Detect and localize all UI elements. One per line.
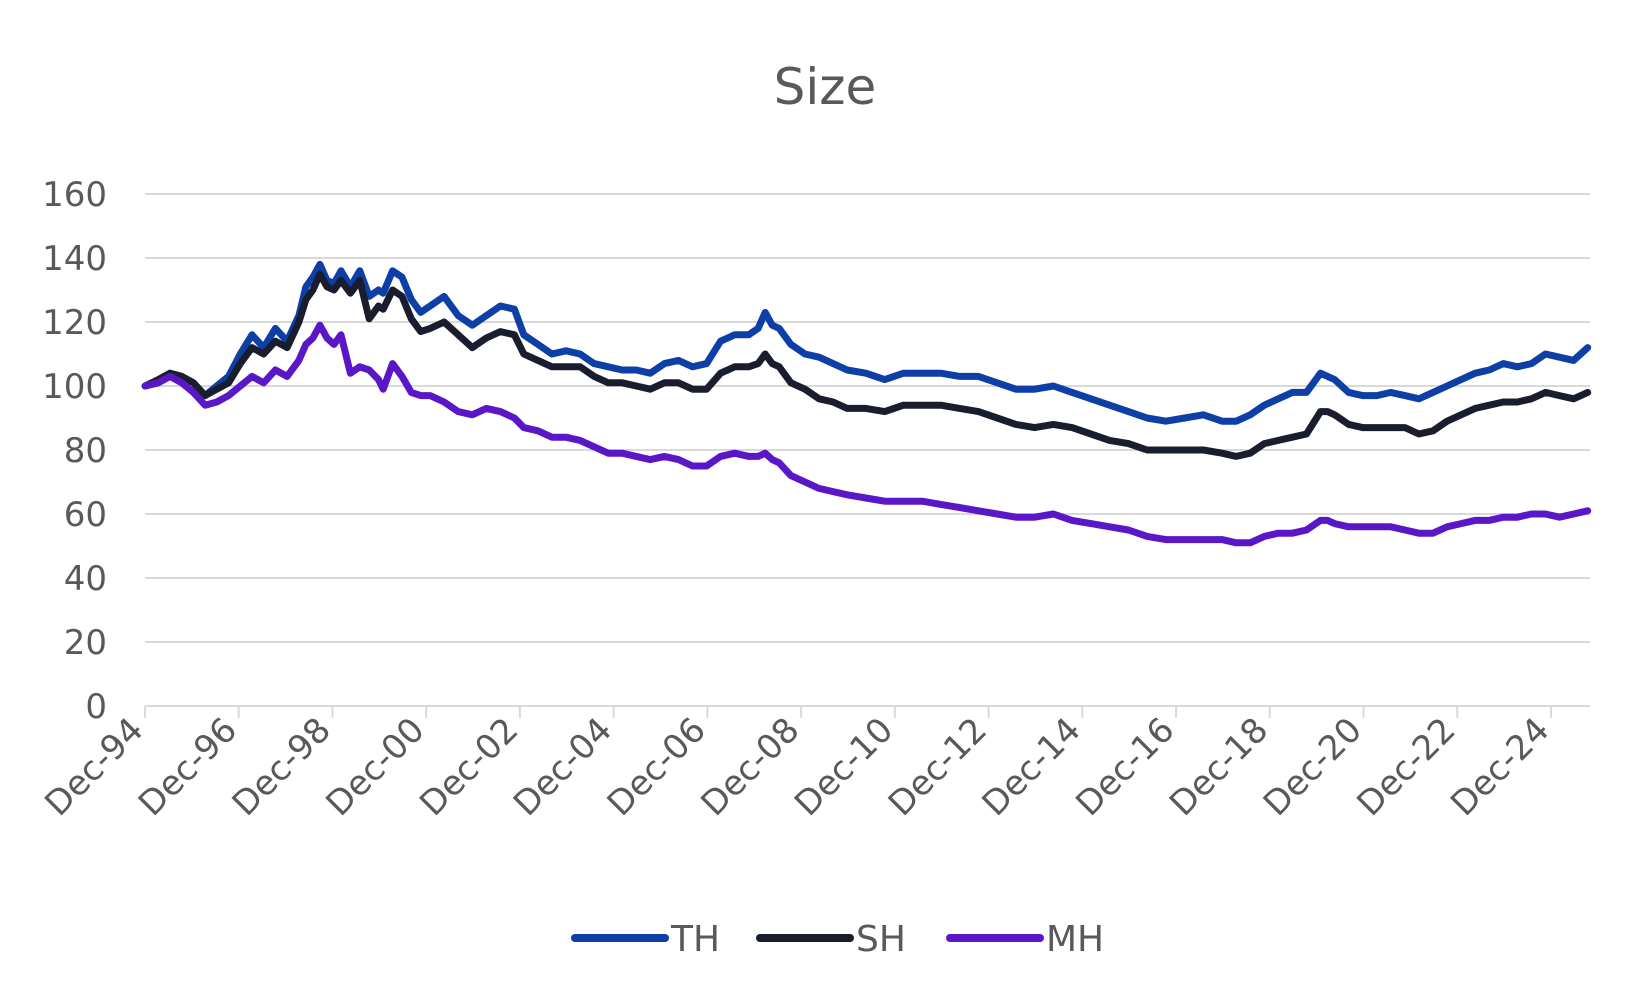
legend-item-mh: MH	[946, 919, 1104, 960]
series-line-th	[141, 260, 1592, 425]
x-tick-label: Dec-06	[600, 710, 714, 824]
y-axis: 0 20 40 60 80 100 120 140 160	[42, 175, 107, 727]
series-line-mh	[141, 321, 1592, 547]
series-line-sh	[141, 270, 1592, 460]
legend-item-sh: SH	[756, 919, 906, 960]
series-layer	[141, 260, 1592, 547]
x-tick-label: Dec-00	[318, 710, 432, 824]
x-tick-label: Dec-16	[1068, 710, 1182, 824]
x-tick-label: Dec-12	[881, 710, 995, 824]
x-tick-label: Dec-22	[1350, 710, 1464, 824]
x-tick-label: Dec-24	[1443, 710, 1557, 824]
x-tick-label: Dec-02	[412, 710, 526, 824]
y-tick-label: 20	[64, 623, 107, 663]
x-tick-label: Dec-20	[1256, 710, 1370, 824]
y-tick-label: 80	[64, 431, 107, 471]
x-tick-label: Dec-14	[975, 710, 1089, 824]
y-tick-label: 120	[42, 303, 107, 343]
x-tick-label: Dec-18	[1162, 710, 1276, 824]
legend-item-th: TH	[571, 919, 720, 960]
x-tick-label: Dec-08	[693, 710, 807, 824]
y-tick-label: 0	[85, 687, 107, 727]
legend-label: MH	[1046, 919, 1104, 960]
legend-label: SH	[856, 919, 906, 960]
y-tick-label: 60	[64, 495, 107, 535]
x-tick-label: Dec-96	[131, 710, 245, 824]
chart-title: Size	[774, 58, 877, 116]
grid-layer	[145, 193, 1590, 643]
y-tick-label: 160	[42, 175, 107, 215]
x-tick-label: Dec-04	[506, 710, 620, 824]
legend-label: TH	[670, 919, 720, 960]
x-tick-label: Dec-98	[225, 710, 339, 824]
x-tick-label: Dec-94	[37, 710, 151, 824]
y-tick-label: 40	[64, 559, 107, 599]
y-tick-label: 140	[42, 239, 107, 279]
x-axis: Dec-94Dec-96Dec-98Dec-00Dec-02Dec-04Dec-…	[37, 705, 1590, 824]
y-tick-label: 100	[42, 367, 107, 407]
legend: TH SH MH	[571, 919, 1104, 960]
x-tick-label: Dec-10	[787, 710, 901, 824]
